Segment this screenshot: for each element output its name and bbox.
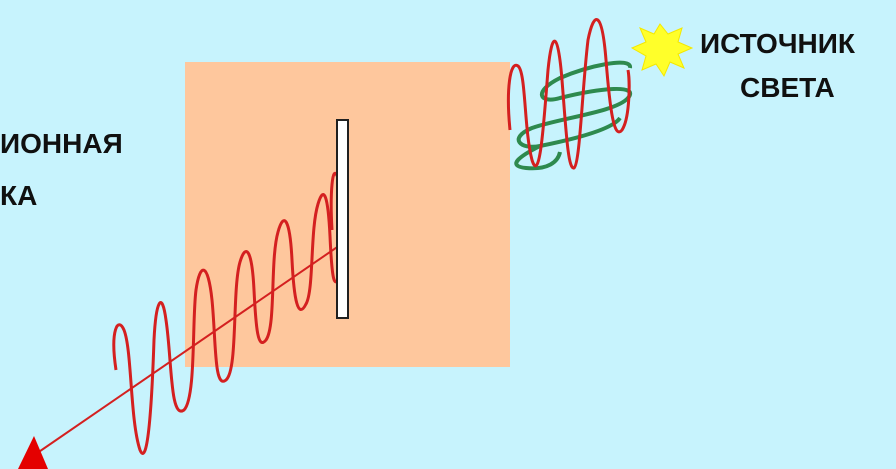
plate-label-line1: ИОННАЯ — [0, 128, 123, 159]
sun-icon — [630, 23, 694, 78]
polarizer-slit — [336, 119, 349, 319]
unpolarized-wave-red — [506, 18, 631, 170]
light-source-label-line1: ИСТОЧНИК — [700, 28, 855, 59]
plate-label-line2: КА — [0, 180, 38, 211]
polarized-wave-red — [112, 171, 346, 455]
arrow-head-icon — [18, 436, 48, 469]
light-source-label-line2: СВЕТА — [740, 72, 835, 103]
